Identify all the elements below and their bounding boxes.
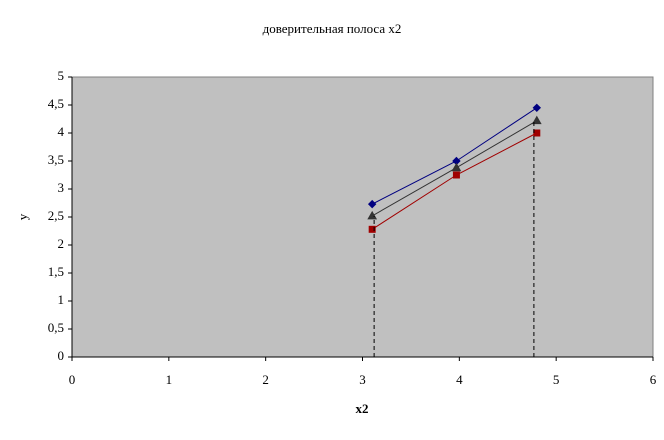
chart-title: доверительная полоса x2 bbox=[263, 21, 402, 36]
y-tick-label: 4 bbox=[58, 124, 65, 139]
y-tick-label: 3,5 bbox=[48, 152, 64, 167]
point bbox=[451, 162, 462, 172]
point bbox=[532, 103, 542, 113]
y-tick-label: 2,5 bbox=[48, 208, 64, 223]
point bbox=[368, 225, 376, 233]
point bbox=[452, 171, 460, 179]
y-tick-label: 0,5 bbox=[48, 320, 64, 335]
y-tick-label: 4,5 bbox=[48, 96, 64, 111]
x-tick-label: 0 bbox=[69, 372, 76, 387]
point bbox=[531, 115, 542, 125]
y-tick-label: 1,5 bbox=[48, 264, 64, 279]
y-tick-label: 3 bbox=[58, 180, 65, 195]
point bbox=[367, 210, 378, 220]
x-tick-label: 6 bbox=[650, 372, 657, 387]
y-tick-label: 5 bbox=[58, 68, 65, 83]
point bbox=[367, 199, 377, 209]
plot-area bbox=[71, 76, 654, 358]
x-axis-label: x2 bbox=[356, 401, 369, 416]
y-tick-label: 2 bbox=[58, 236, 65, 251]
x-tick-label: 2 bbox=[262, 372, 269, 387]
y-tick-label: 1 bbox=[58, 292, 65, 307]
x-tick-label: 3 bbox=[359, 372, 366, 387]
point bbox=[533, 129, 541, 137]
x-tick-label: 4 bbox=[456, 372, 463, 387]
y-tick-label: 0 bbox=[58, 348, 65, 363]
x-tick-label: 5 bbox=[553, 372, 560, 387]
y-axis-label: y bbox=[15, 213, 30, 220]
x-tick-label: 1 bbox=[166, 372, 173, 387]
